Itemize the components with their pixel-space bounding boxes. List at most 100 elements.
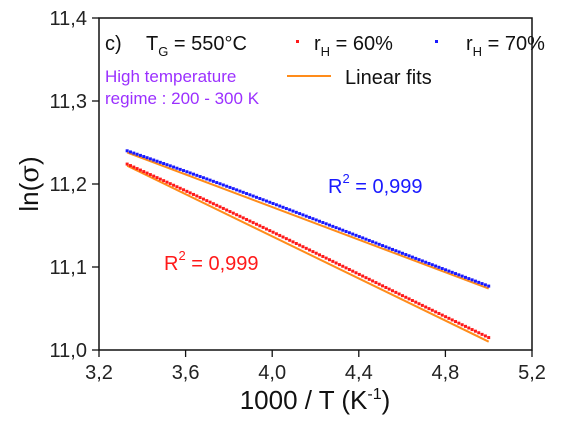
- data-point: [125, 162, 129, 166]
- data-point: [218, 182, 222, 186]
- data-point: [162, 162, 166, 166]
- data-point: [155, 159, 159, 163]
- fit-line: [126, 151, 490, 290]
- data-point: [301, 213, 305, 217]
- data-point: [477, 331, 481, 335]
- data-point: [467, 277, 471, 281]
- data-point: [228, 210, 232, 214]
- y-tick-label: 11,3: [50, 91, 87, 113]
- data-point: [371, 279, 375, 283]
- data-point: [198, 196, 202, 200]
- data-point: [241, 190, 245, 194]
- data-point: [337, 263, 341, 267]
- data-point: [158, 160, 162, 164]
- data-point: [334, 226, 338, 230]
- data-point: [384, 285, 388, 289]
- data-point: [410, 299, 414, 303]
- data-point: [420, 259, 424, 263]
- data-point: [195, 194, 199, 198]
- data-point: [182, 169, 186, 173]
- y-tick-label: 11,0: [50, 340, 87, 362]
- data-point: [483, 283, 487, 287]
- y-tick-label: 11,1: [50, 257, 87, 279]
- data-point: [430, 263, 434, 267]
- data-point: [437, 265, 441, 269]
- data-point: [454, 320, 458, 324]
- data-point: [487, 336, 491, 340]
- data-point: [341, 264, 345, 268]
- y-tick-label: 11,4: [50, 8, 87, 30]
- data-point: [321, 254, 325, 258]
- data-point: [281, 235, 285, 239]
- data-point: [264, 199, 268, 203]
- data-point: [135, 167, 139, 171]
- x-tick-label: 3,2: [85, 362, 113, 384]
- data-point: [314, 251, 318, 255]
- data-point: [205, 177, 209, 181]
- data-point: [304, 214, 308, 218]
- data-point: [175, 185, 179, 189]
- data-point: [284, 237, 288, 241]
- data-point: [264, 227, 268, 231]
- x-tick-label: 5,2: [518, 362, 546, 384]
- data-point: [168, 164, 172, 168]
- data-point: [473, 279, 477, 283]
- data-point: [148, 173, 152, 177]
- data-point: [414, 300, 418, 304]
- data-point: [274, 232, 278, 236]
- data-point: [440, 267, 444, 271]
- data-point: [228, 185, 232, 189]
- data-point: [354, 233, 358, 237]
- data-point: [135, 152, 139, 156]
- x-tick-label: 3,6: [172, 362, 200, 384]
- data-point: [185, 189, 189, 193]
- data-point: [128, 164, 132, 168]
- data-point: [178, 186, 182, 190]
- data-point: [391, 289, 395, 293]
- data-point: [321, 221, 325, 225]
- data-point: [278, 204, 282, 208]
- data-point: [165, 163, 169, 167]
- data-point: [158, 177, 162, 181]
- data-point: [447, 316, 451, 320]
- data-point: [351, 269, 355, 273]
- data-point: [215, 203, 219, 207]
- data-point: [191, 172, 195, 176]
- data-point: [450, 318, 454, 322]
- data-point: [384, 245, 388, 249]
- data-point: [457, 273, 461, 277]
- data-point: [447, 269, 451, 273]
- data-point: [208, 200, 212, 204]
- data-point: [221, 206, 225, 210]
- data-point: [381, 244, 385, 248]
- data-point: [301, 245, 305, 249]
- data-point: [314, 218, 318, 222]
- data-point: [404, 253, 408, 257]
- data-point: [463, 324, 467, 328]
- data-point: [344, 266, 348, 270]
- data-point: [155, 176, 159, 180]
- data-point: [274, 203, 278, 207]
- data-point: [434, 310, 438, 314]
- data-point: [278, 233, 282, 237]
- data-point: [483, 334, 487, 338]
- data-point: [377, 242, 381, 246]
- data-point: [198, 175, 202, 179]
- data-point: [261, 198, 265, 202]
- data-point: [251, 221, 255, 225]
- data-point: [255, 195, 259, 199]
- data-point: [344, 229, 348, 233]
- data-point: [467, 326, 471, 330]
- data-point: [231, 211, 235, 215]
- data-point: [221, 183, 225, 187]
- data-point: [437, 311, 441, 315]
- data-point: [354, 271, 358, 275]
- data-point: [195, 173, 199, 177]
- data-point: [211, 179, 215, 183]
- data-point: [331, 224, 335, 228]
- data-point: [318, 219, 322, 223]
- data-point: [387, 287, 391, 291]
- data-point: [288, 238, 292, 242]
- data-point: [255, 222, 259, 226]
